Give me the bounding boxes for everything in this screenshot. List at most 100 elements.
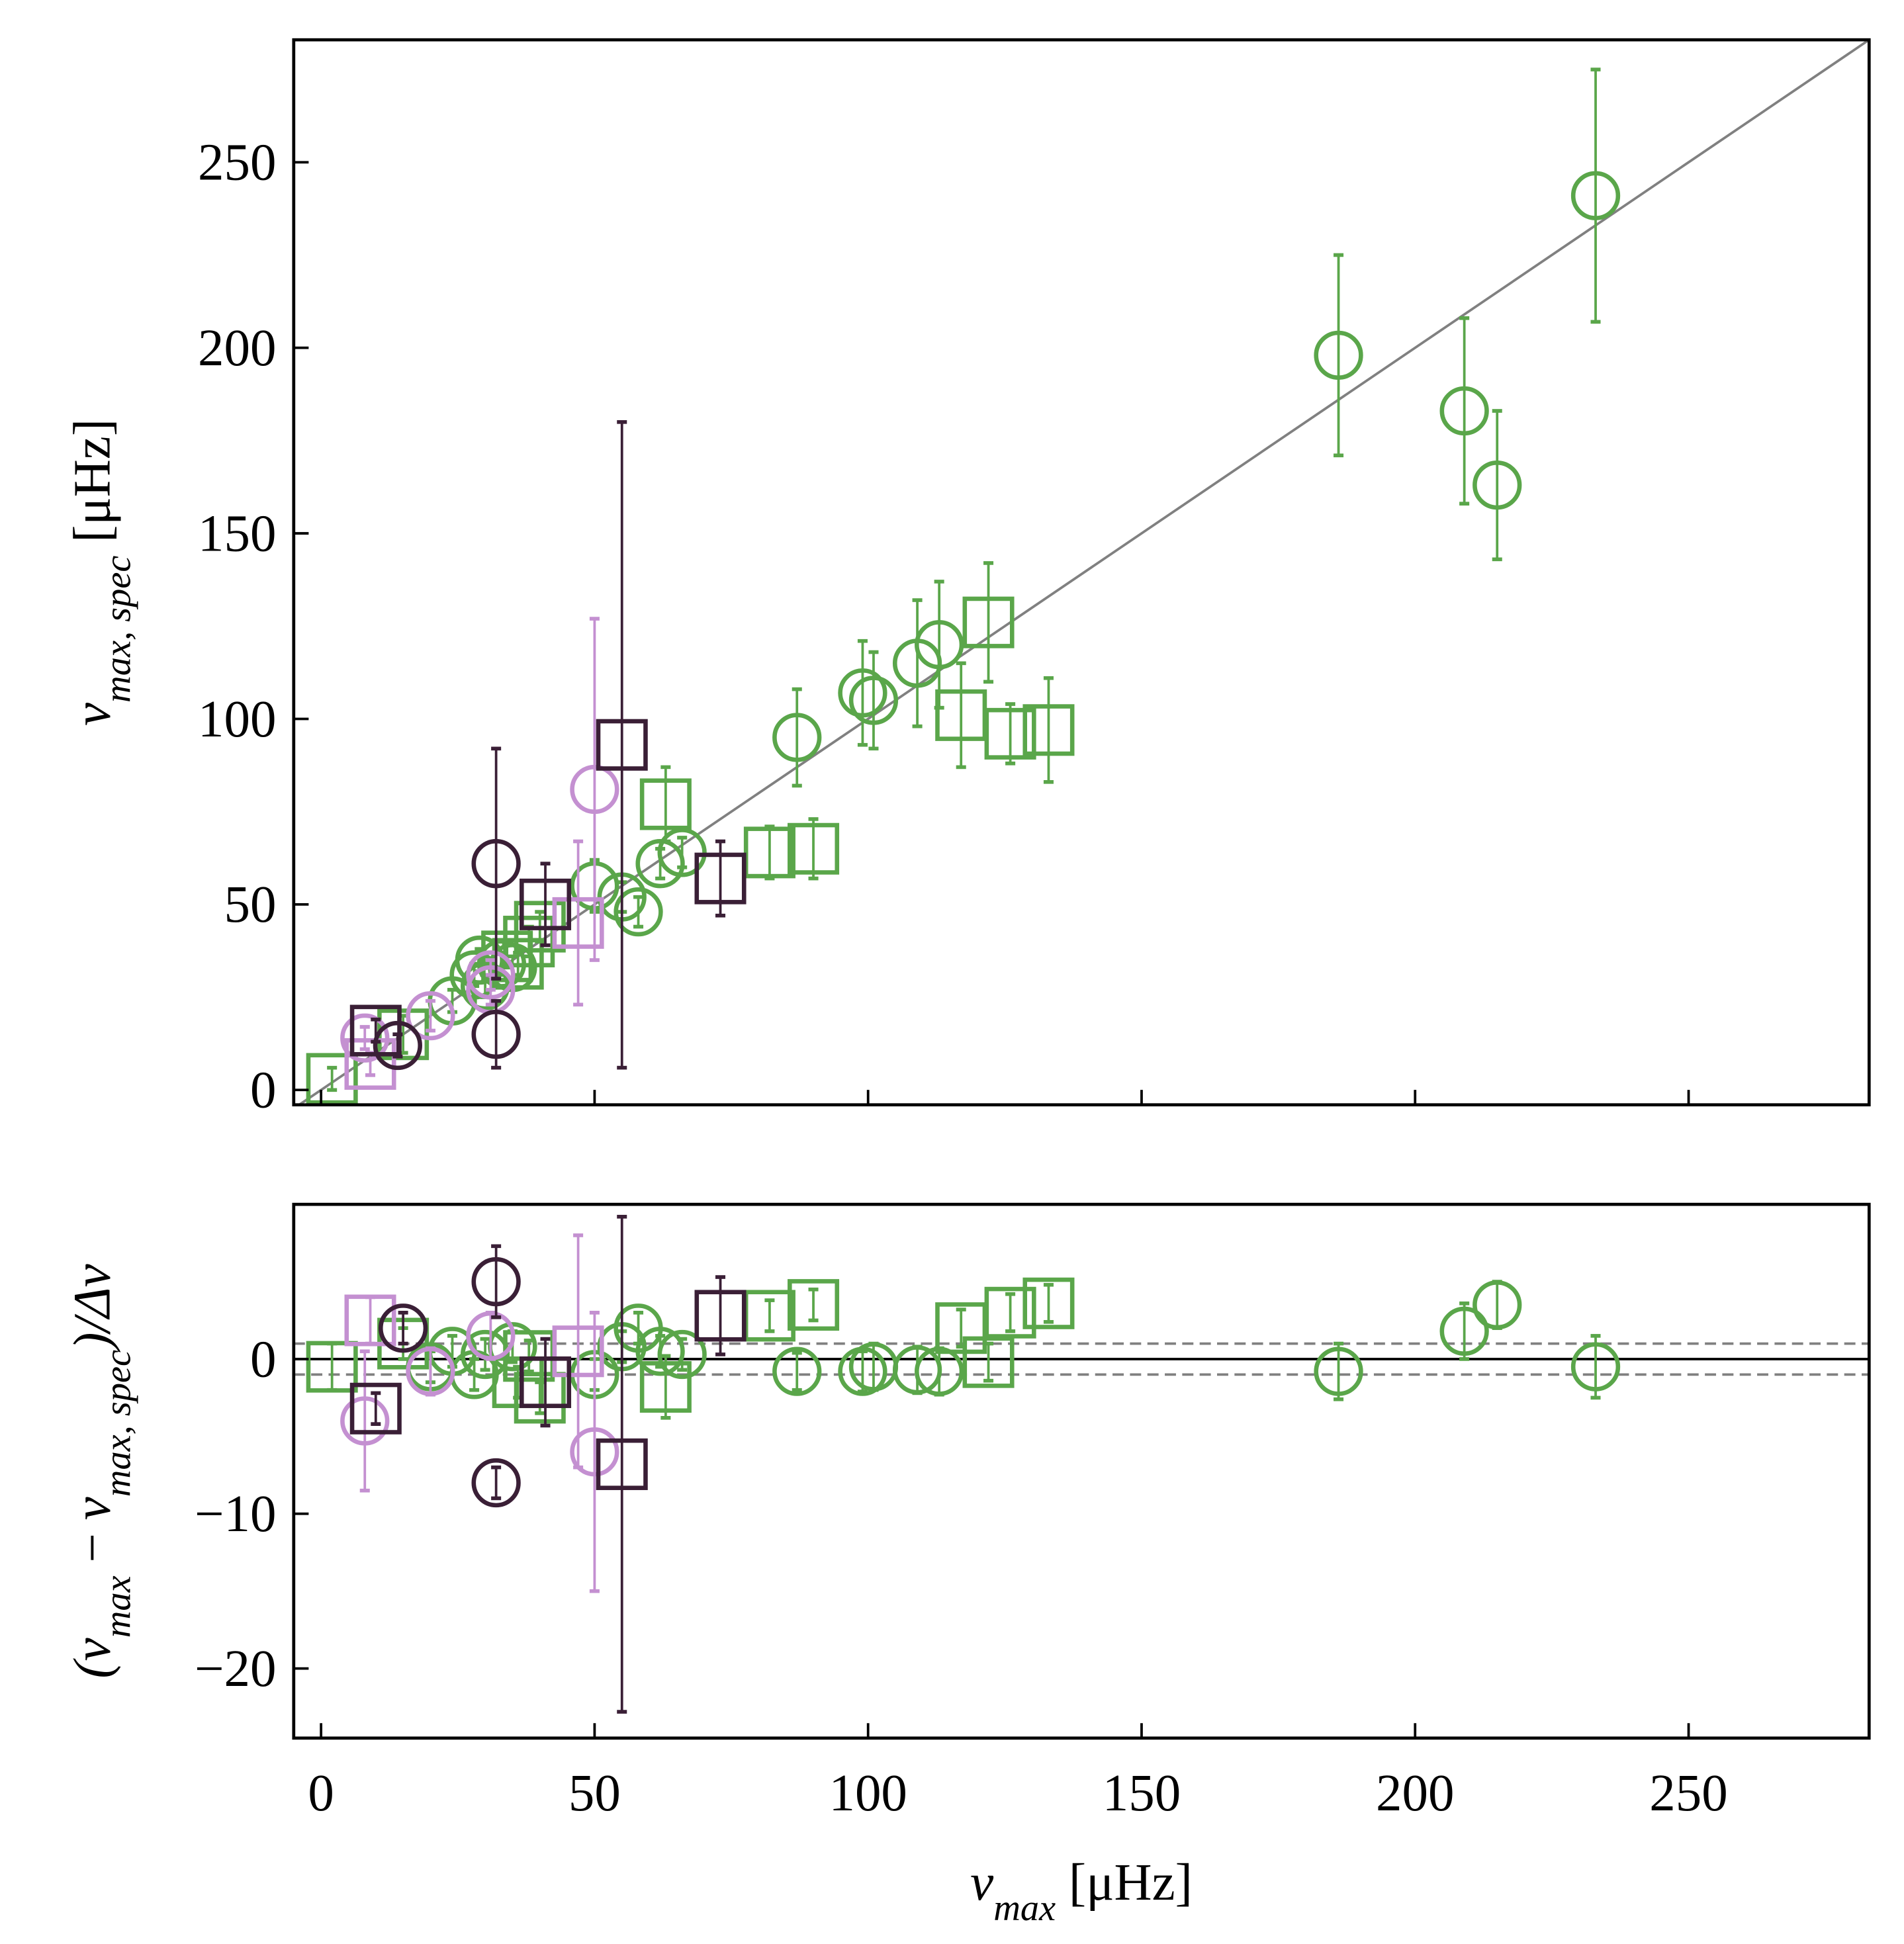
x-tick-label: 50 (568, 1765, 621, 1822)
error-bar (792, 687, 802, 788)
circle-marker (378, 1303, 428, 1353)
square-marker (694, 1290, 747, 1342)
error-bar (983, 561, 994, 684)
circle-marker (340, 1013, 390, 1063)
square-marker (639, 778, 692, 830)
x-tick-label: 250 (1649, 1765, 1727, 1822)
circle-marker (1570, 1342, 1621, 1392)
x-tick-label: 200 (1376, 1765, 1454, 1822)
circle-marker (657, 828, 707, 877)
error-bar (1005, 702, 1016, 766)
error-bar (1492, 409, 1502, 562)
error-bar (327, 1065, 338, 1092)
plot-area (298, 40, 1870, 1105)
label-part: [μHz] (64, 419, 122, 556)
circle-marker (455, 935, 504, 985)
label-part: ν (970, 1854, 994, 1912)
error-bar (1334, 253, 1344, 458)
circle-marker (1473, 461, 1522, 510)
error-bar (1043, 1282, 1054, 1324)
square-marker (788, 1279, 840, 1331)
y-tick-label: 200 (198, 320, 276, 377)
error-bar (1334, 1341, 1344, 1401)
circle-marker (1570, 171, 1621, 220)
square-marker (349, 1004, 402, 1057)
error-bar (1005, 1292, 1016, 1333)
square-marker (349, 1382, 402, 1435)
label-part: ν (64, 1496, 122, 1520)
y-tick-label: 0 (250, 1062, 276, 1120)
y-tick-label: −20 (195, 1640, 277, 1698)
y-tick-label: 0 (250, 1331, 276, 1388)
error-bar (617, 420, 627, 1070)
circle-marker (471, 1010, 521, 1059)
error-bar (485, 958, 496, 992)
error-bar (956, 661, 966, 770)
circle-marker (848, 676, 899, 725)
label-part: max, spec (98, 1350, 139, 1497)
error-bar (1459, 316, 1470, 506)
circle-marker (657, 1329, 707, 1380)
error-bar (425, 998, 435, 1033)
square-marker (492, 1356, 544, 1409)
circle-marker (613, 1303, 663, 1353)
circle-marker (772, 713, 822, 762)
y-tick-label: 100 (198, 691, 276, 748)
plot-area (293, 1215, 1870, 1714)
error-bar (808, 1287, 819, 1323)
y-tick-label: 250 (198, 134, 276, 192)
square-marker (962, 596, 1015, 648)
panel: 0 50 100 150 200 250 νmax, spec [μHz] (64, 38, 1871, 1120)
label-part: ν (64, 702, 122, 726)
error-bar (359, 1025, 370, 1051)
square-marker (596, 719, 648, 771)
square-marker (743, 826, 795, 879)
circle-marker (570, 1427, 619, 1477)
error-bar (660, 1354, 671, 1420)
circle-marker (635, 839, 685, 889)
circle-marker (1314, 330, 1363, 380)
circle-marker (1439, 386, 1489, 436)
error-bar (868, 650, 879, 751)
label-part: (ν (64, 1637, 122, 1678)
error-bar (540, 862, 551, 948)
error-bar (764, 1298, 775, 1333)
circle-marker (471, 839, 521, 889)
error-bar (491, 746, 502, 981)
error-bar (398, 1310, 408, 1346)
error-bar (764, 824, 775, 881)
circle-marker (892, 639, 942, 688)
square-marker (788, 822, 840, 875)
square-marker (596, 1438, 648, 1490)
square-marker (639, 1361, 692, 1413)
circle-marker (460, 1329, 510, 1380)
square-marker (344, 1294, 396, 1347)
error-bar (371, 1391, 381, 1426)
error-bar (540, 1337, 551, 1428)
label-part: max, spec (98, 556, 139, 703)
error-bar (857, 639, 868, 747)
circle-marker (466, 950, 516, 1000)
square-marker (984, 1286, 1036, 1339)
error-bar (617, 1215, 627, 1714)
label-part: max (98, 1575, 139, 1638)
circle-marker (838, 668, 887, 718)
circle-marker (466, 1311, 516, 1361)
y-tick-label: 150 (198, 505, 276, 562)
error-bar (371, 1017, 381, 1044)
label-part: [μHz] (1056, 1854, 1193, 1912)
panel: 0 50 100 150 200 250−20−100(νmax − νmax, spec… (64, 1202, 1871, 1929)
error-bar (808, 817, 819, 881)
error-bar (912, 598, 923, 729)
circle-marker (613, 887, 663, 937)
circle-marker (1439, 1306, 1489, 1356)
error-bar (359, 1349, 370, 1493)
square-marker (344, 1038, 396, 1090)
label-part: − (64, 1520, 122, 1575)
error-bar (589, 1310, 600, 1593)
square-marker (520, 878, 572, 930)
square-marker (306, 1053, 358, 1105)
circle-marker (471, 1257, 521, 1307)
